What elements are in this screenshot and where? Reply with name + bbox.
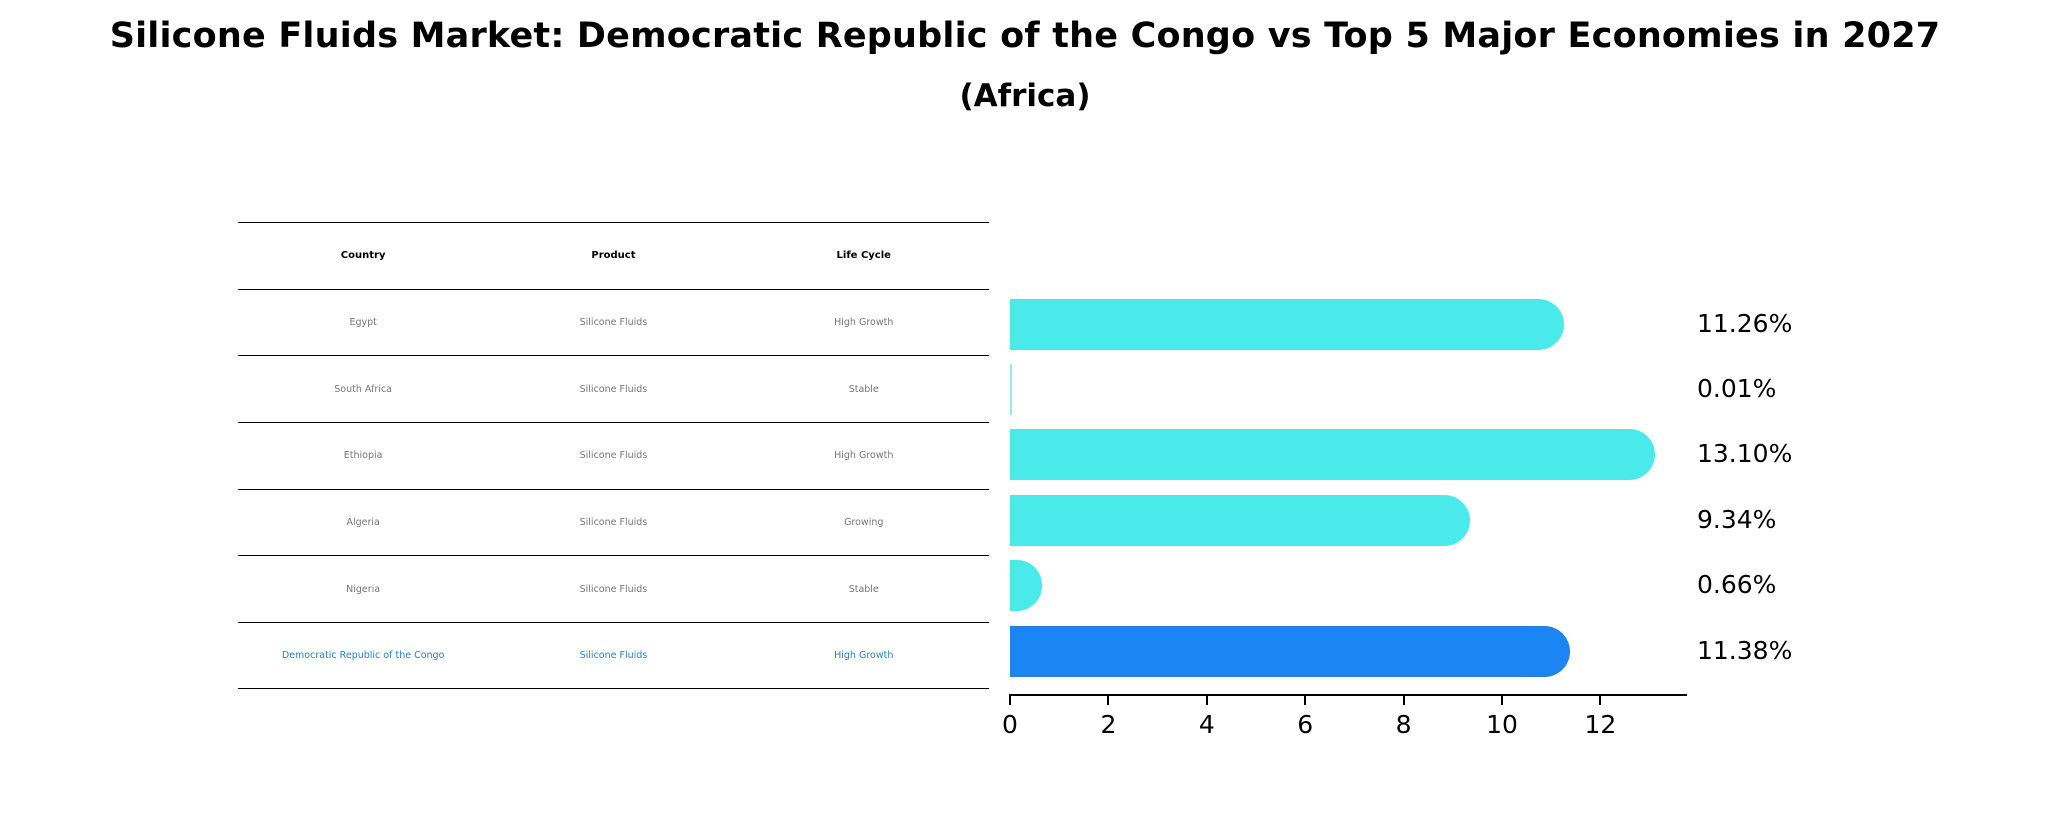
table-row: Nigeria Silicone Fluids Stable: [238, 555, 989, 622]
x-tick-mark: [1304, 695, 1307, 705]
cell-product: Silicone Fluids: [579, 383, 648, 395]
bar-value-label: 9.34%: [1697, 505, 1777, 534]
x-tick-mark: [1402, 695, 1405, 705]
cell-country: Democratic Republic of the Congo: [281, 649, 445, 661]
x-tick-mark: [1599, 695, 1602, 705]
bar-democratic-republic-of-the-congo: [1010, 626, 1570, 677]
cell-country: Algeria: [346, 517, 380, 529]
x-tick-label: 12: [1584, 710, 1617, 739]
table-row-highlighted: Democratic Republic of the Congo Silicon…: [238, 622, 989, 689]
x-tick-mark: [1009, 695, 1011, 705]
bar-nigeria: [1010, 560, 1043, 611]
x-tick-label: 8: [1395, 710, 1412, 739]
cell-country: Nigeria: [346, 583, 381, 595]
bar-value-label: 11.38%: [1697, 636, 1793, 665]
table-row: South Africa Silicone Fluids Stable: [238, 355, 989, 422]
chart-title: Silicone Fluids Market: Democratic Repub…: [109, 16, 1941, 56]
cell-life-cycle: High Growth: [834, 649, 894, 661]
cell-product: Silicone Fluids: [579, 317, 648, 329]
bar-value-label: 13.10%: [1697, 439, 1793, 468]
cell-life-cycle: Stable: [848, 583, 879, 595]
bar-value-label: 0.66%: [1697, 570, 1777, 599]
cell-country: Ethiopia: [343, 450, 383, 462]
x-tick-label: 6: [1297, 710, 1314, 739]
column-header-country: Country: [340, 250, 386, 262]
cell-life-cycle: High Growth: [834, 450, 894, 462]
bar-value-label: 11.26%: [1697, 309, 1793, 338]
cell-life-cycle: High Growth: [834, 317, 894, 329]
cell-product: Silicone Fluids: [579, 517, 648, 529]
x-tick-mark: [1205, 695, 1208, 705]
x-tick-label: 0: [1002, 710, 1018, 739]
bar-value-label: 0.01%: [1697, 374, 1777, 403]
table-header-row: Country Product Life Cycle: [238, 222, 989, 289]
cell-product: Silicone Fluids: [579, 583, 648, 595]
bar-ethiopia: [1010, 429, 1655, 480]
column-header-life-cycle: Life Cycle: [836, 250, 891, 262]
cell-country: South Africa: [334, 383, 393, 395]
x-tick-mark: [1107, 695, 1110, 705]
cell-product: Silicone Fluids: [579, 450, 648, 462]
cell-product: Silicone Fluids: [579, 649, 648, 661]
cell-life-cycle: Growing: [844, 517, 884, 529]
table-row: Ethiopia Silicone Fluids High Growth: [238, 422, 989, 489]
x-axis-line: [1009, 694, 1687, 696]
chart-subtitle: (Africa): [959, 78, 1091, 114]
table-row: Egypt Silicone Fluids High Growth: [238, 288, 989, 356]
x-tick-mark: [1501, 695, 1503, 705]
table-row: Algeria Silicone Fluids Growing: [238, 488, 989, 556]
x-tick-label: 4: [1198, 710, 1215, 739]
x-tick-label: 10: [1486, 710, 1518, 739]
bar-south-africa: [1010, 364, 1012, 415]
cell-country: Egypt: [349, 317, 377, 329]
bar-egypt: [1010, 299, 1564, 350]
cell-life-cycle: Stable: [848, 383, 879, 395]
bar-algeria: [1010, 495, 1470, 546]
column-header-product: Product: [591, 250, 636, 262]
x-tick-label: 2: [1100, 710, 1117, 739]
data-table: Country Product Life Cycle Egypt Silicon…: [238, 222, 989, 689]
